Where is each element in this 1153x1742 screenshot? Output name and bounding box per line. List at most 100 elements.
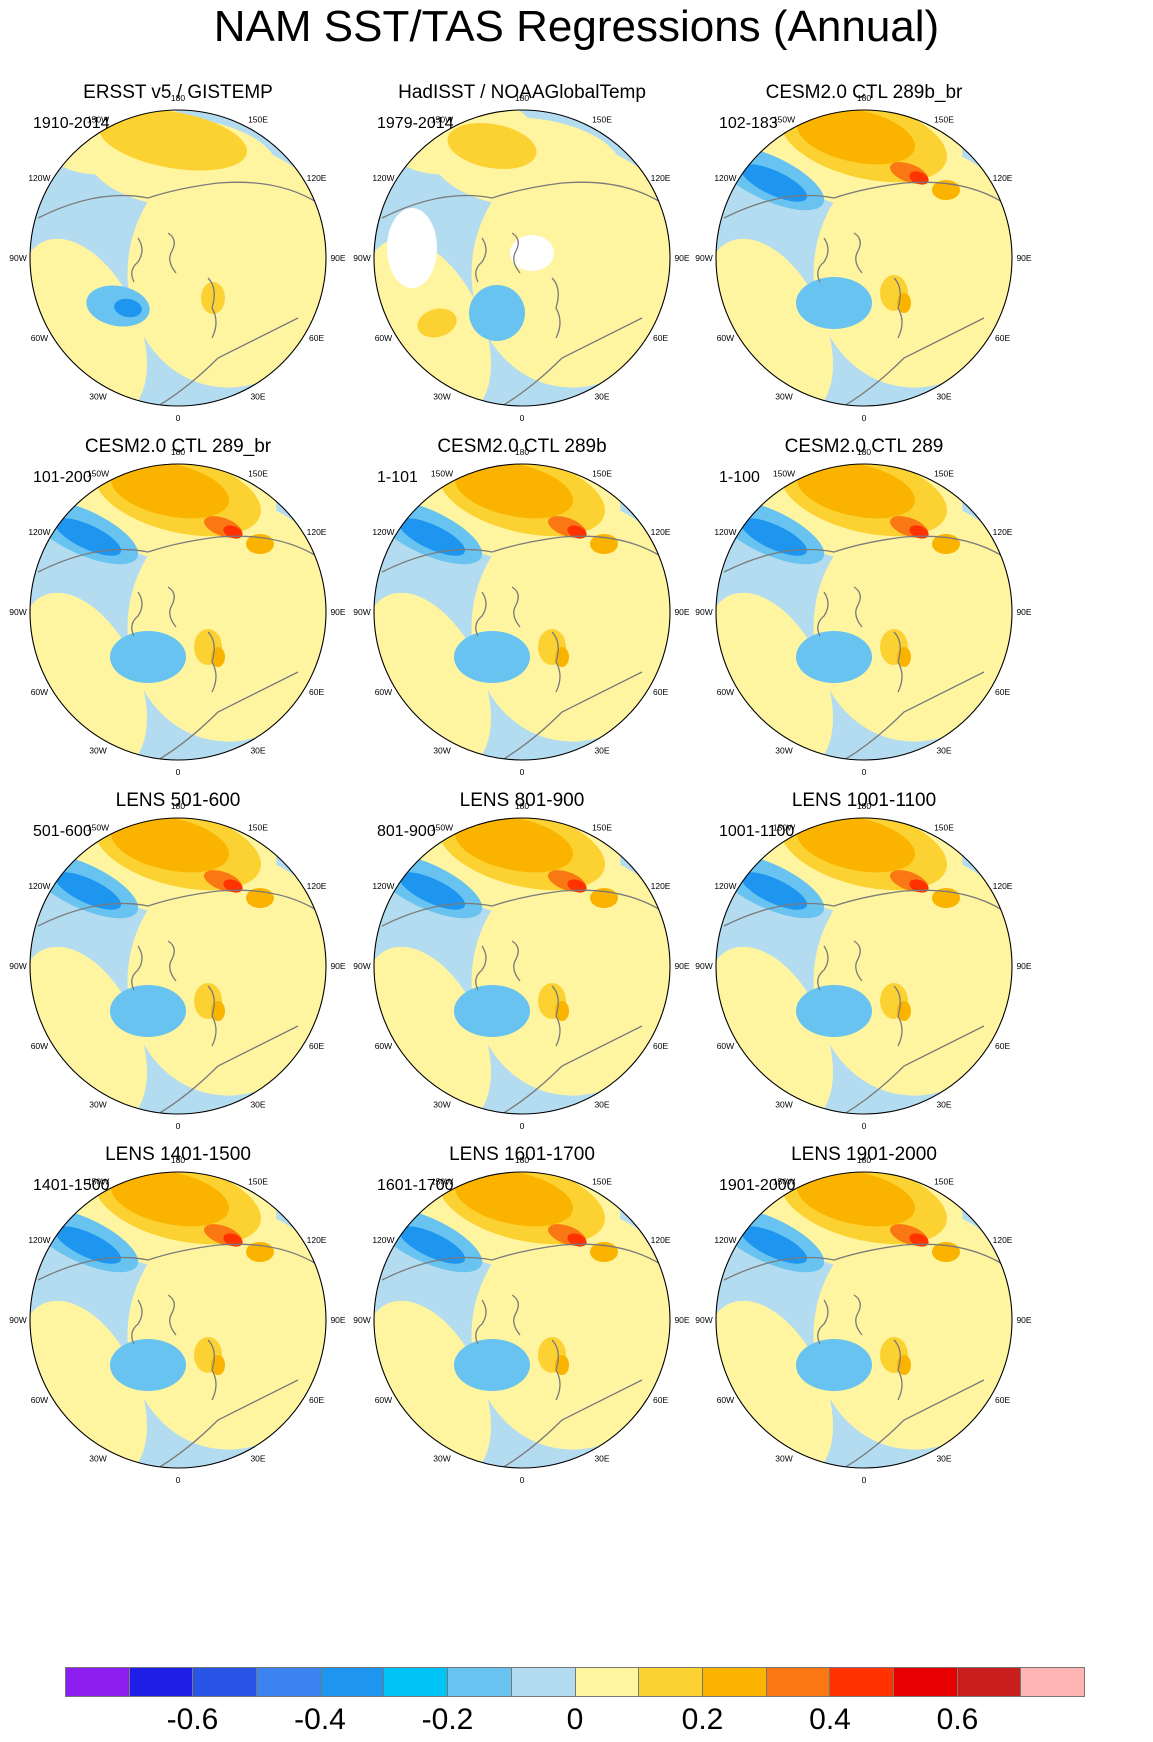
longitude-label: 30W: [433, 1454, 450, 1464]
longitude-label: 180: [515, 801, 529, 811]
longitude-label: 120W: [28, 881, 50, 891]
longitude-label: 150E: [592, 114, 612, 124]
longitude-label: 180: [171, 93, 185, 103]
longitude-label: 120W: [714, 173, 736, 183]
longitude-label: 120W: [372, 527, 394, 537]
coastlines: [381, 535, 663, 760]
colorbar-swatch: [129, 1668, 194, 1696]
longitude-label: 60E: [653, 1395, 668, 1405]
map-boundary: [373, 1171, 671, 1469]
map-panel: HadISST / NOAAGlobalTemp 1979-2014 180 150E…: [344, 0, 728, 423]
longitude-label: 30W: [433, 1100, 450, 1110]
map-panel: ERSST v5 / GISTEMP 1910-2014 180 150E 120E 90…: [0, 0, 384, 423]
longitude-label: 30W: [89, 746, 106, 756]
longitude-label: 30E: [250, 1454, 265, 1464]
longitude-label: 120W: [28, 173, 50, 183]
longitude-label: 90E: [1016, 1315, 1031, 1325]
longitude-label: 30E: [250, 392, 265, 402]
longitude-label: 150E: [592, 468, 612, 478]
panel-period: 1979-2014: [377, 115, 454, 132]
map-panel: LENS 1601-1700 1601-1700 180 150E 120E 90E 60E…: [344, 1062, 728, 1485]
map-boundary: [373, 817, 671, 1115]
panel-period: 1601-1700: [377, 1177, 454, 1194]
polar-map: 180 150E 120E 90E 60E 30E 0 30W 60W 90W 120W 150W: [695, 93, 1032, 423]
longitude-label: 120E: [993, 527, 1013, 537]
regression-field: [374, 818, 670, 1114]
longitude-label: 60W: [31, 1395, 48, 1405]
panel-period: 501-600: [33, 823, 92, 840]
longitude-label: 150W: [773, 1176, 795, 1186]
panel-period: 1901-2000: [719, 1177, 796, 1194]
longitude-label: 60W: [717, 687, 734, 697]
regression-field: [716, 1172, 1012, 1468]
longitude-label: 90W: [353, 607, 370, 617]
panel-period: 1001-1100: [719, 823, 795, 840]
longitude-label: 120W: [714, 1235, 736, 1245]
panel-title: CESM2.0 CTL 289_br: [84, 436, 272, 457]
longitude-label: 60W: [31, 333, 48, 343]
map-boundary: [715, 1171, 1013, 1469]
longitude-label: 60E: [995, 687, 1010, 697]
longitude-label: 150W: [87, 114, 109, 124]
figure-title: NAM SST/TAS Regressions (Annual): [213, 2, 940, 51]
polar-map: 180 150E 120E 90E 60E 30E 0 30W 60W 90W 120W 150W: [9, 93, 346, 423]
longitude-label: 120W: [28, 527, 50, 537]
longitude-label: 90E: [330, 961, 345, 971]
colorbar-swatch: [1021, 1668, 1084, 1696]
longitude-label: 180: [515, 93, 529, 103]
map-panel: LENS 501-600 501-600 180 150E 120E 90E 60E 30E 0…: [0, 708, 384, 1131]
coastlines: [723, 181, 1005, 406]
panel-title: CESM2.0 CTL 289: [784, 436, 944, 457]
colorbar-swatch: [702, 1668, 767, 1696]
longitude-label: 90E: [330, 607, 345, 617]
longitude-label: 150W: [773, 114, 795, 124]
map-panel: CESM2.0 CTL 289_br 101-200 180 150E 120E 90E 6…: [0, 354, 384, 777]
longitude-label: 60E: [309, 1041, 324, 1051]
longitude-label: 150E: [248, 822, 268, 832]
map-panel: CESM2.0 CTL 289 1-100 180 150E 120E 90E 60E 30E…: [686, 354, 1070, 777]
longitude-label: 90W: [353, 961, 370, 971]
longitude-label: 150E: [934, 1176, 954, 1186]
longitude-label: 150E: [592, 822, 612, 832]
coastlines: [381, 181, 663, 406]
longitude-label: 120W: [714, 527, 736, 537]
longitude-label: 30W: [89, 1454, 106, 1464]
longitude-label: 90E: [330, 1315, 345, 1325]
longitude-label: 30W: [89, 392, 106, 402]
longitude-label: 150W: [87, 1176, 109, 1186]
longitude-label: 30E: [250, 1100, 265, 1110]
panel-period: 101-200: [33, 469, 92, 486]
longitude-label: 0: [862, 1121, 867, 1131]
panel-period: 1-100: [719, 469, 760, 486]
longitude-label: 150W: [773, 822, 795, 832]
longitude-label: 120W: [372, 881, 394, 891]
longitude-label: 30E: [936, 392, 951, 402]
map-boundary: [29, 1171, 327, 1469]
longitude-label: 150W: [87, 468, 109, 478]
colorbar-swatch: [257, 1668, 321, 1696]
polar-map: 180 150E 120E 90E 60E 30E 0 30W 60W 90W 120W 150W: [9, 447, 346, 777]
longitude-label: 30E: [594, 1100, 609, 1110]
regression-field: [374, 110, 670, 406]
longitude-label: 0: [176, 767, 181, 777]
longitude-label: 90W: [9, 961, 26, 971]
longitude-label: 90E: [674, 607, 689, 617]
colorbar-swatch: [448, 1668, 512, 1696]
panel-title: HadISST / NOAAGlobalTemp: [398, 82, 646, 103]
longitude-label: 30W: [775, 1454, 792, 1464]
map-panel: CESM2.0 CTL 289b 1-101 180 150E 120E 90E 60E 30…: [344, 354, 728, 777]
longitude-label: 150E: [934, 468, 954, 478]
longitude-label: 30E: [594, 1454, 609, 1464]
panel-title: LENS 1001-1100: [791, 790, 937, 811]
regression-field: [716, 110, 1012, 406]
longitude-label: 0: [176, 1121, 181, 1131]
longitude-label: 60E: [995, 1395, 1010, 1405]
longitude-label: 90W: [9, 1315, 26, 1325]
panel-period: 102-183: [719, 115, 778, 132]
longitude-label: 30E: [936, 746, 951, 756]
longitude-label: 90W: [353, 1315, 370, 1325]
longitude-label: 150W: [773, 468, 795, 478]
colorbar: [65, 1667, 1085, 1697]
longitude-label: 180: [515, 447, 529, 457]
colorbar-swatch: [511, 1668, 576, 1696]
